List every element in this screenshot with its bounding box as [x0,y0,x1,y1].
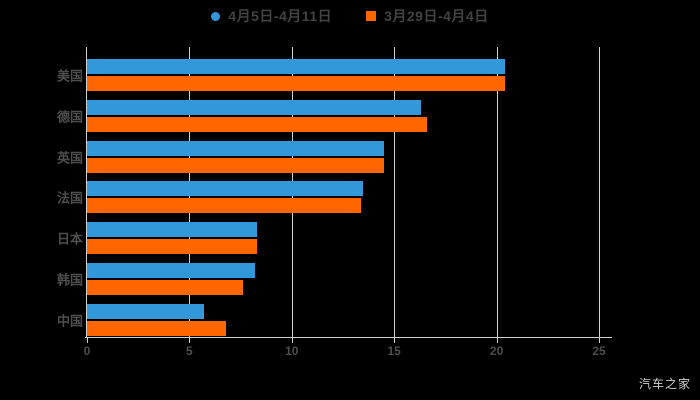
x-tick-10 [291,338,293,343]
x-tick-label-15: 15 [387,344,401,358]
bar-series1-row0[interactable] [87,76,505,91]
x-tick-5 [189,338,191,343]
bar-series1-row2[interactable] [87,157,384,173]
category-label-0: 美国 [56,68,83,84]
category-label-3: 法国 [56,190,83,206]
gridline-25 [599,47,600,337]
x-tick-label-5: 5 [186,344,193,358]
bar-series0-row2[interactable] [87,140,384,156]
x-axis-line [85,337,612,338]
category-label-4: 日本 [56,231,83,247]
category-label-5: 韩国 [56,272,83,288]
bar-series0-row6[interactable] [87,303,204,319]
bar-series1-row5[interactable] [87,280,243,295]
bar-series1-row3[interactable] [87,198,362,214]
x-tick-label-0: 0 [83,344,91,358]
plot-area [85,47,612,343]
legend-circle-marker-icon [211,11,221,21]
legend: 4月5日-4月11日 3月29日-4月4日 [0,6,700,26]
legend-item-apr5-apr11[interactable]: 4月5日-4月11日 [211,6,332,26]
gridline-15 [394,47,396,337]
x-tick-label-10: 10 [285,344,299,358]
gridline-20 [496,47,498,337]
y-axis-line [86,47,87,337]
bar-series0-row3[interactable] [87,181,364,197]
bar-series0-row5[interactable] [87,263,255,278]
bar-series1-row1[interactable] [87,116,427,132]
x-tick-0 [87,338,88,343]
x-tick-15 [394,338,396,343]
watermark: 汽车之家 [638,377,691,391]
bar-series0-row0[interactable] [87,59,505,74]
category-label-6: 中国 [56,313,83,329]
x-tick-20 [496,338,498,343]
legend-square-marker-icon [366,11,377,21]
x-tick-label-20: 20 [489,344,504,358]
bar-series1-row6[interactable] [87,320,227,336]
legend-label-apr5-apr11: 4月5日-4月11日 [228,8,333,24]
bar-series0-row1[interactable] [87,99,421,115]
legend-label-mar29-apr4: 3月29日-4月4日 [384,8,489,24]
x-tick-25 [599,338,600,343]
category-label-2: 英国 [56,150,83,166]
bar-series1-row4[interactable] [87,239,257,255]
bar-series0-row4[interactable] [87,222,257,238]
x-tick-label-25: 25 [592,344,606,358]
legend-item-mar29-apr4[interactable]: 3月29日-4月4日 [366,6,489,26]
category-label-1: 德国 [56,109,83,125]
